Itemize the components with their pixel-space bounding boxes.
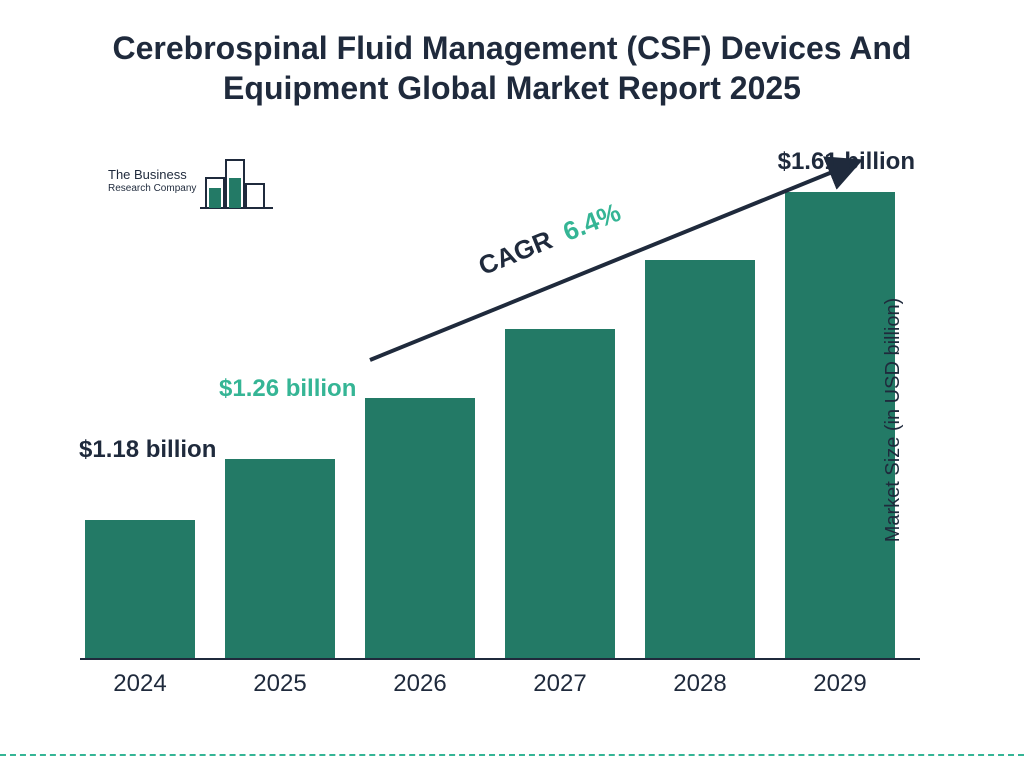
xlabel-2026: 2026 — [365, 670, 475, 698]
bar-2027 — [505, 329, 615, 658]
chart-area: 202420252026202720282029 CAGR 6.4% $1.18… — [80, 140, 960, 700]
xlabel-2029: 2029 — [785, 670, 895, 698]
callout-2025: $1.26 billion — [219, 375, 359, 404]
xlabel-2028: 2028 — [645, 670, 755, 698]
plot-region: 202420252026202720282029 — [80, 140, 920, 660]
bar-2029 — [785, 192, 895, 658]
y-axis-label: Market Size (in USD billion) — [882, 298, 905, 543]
bar-2024 — [85, 520, 195, 658]
chart-title: Cerebrospinal Fluid Management (CSF) Dev… — [0, 0, 1024, 118]
bottom-dashed-divider — [0, 754, 1024, 756]
callout-2029: $1.61 billion — [715, 148, 915, 177]
callout-2024: $1.18 billion — [79, 436, 219, 465]
xlabel-2027: 2027 — [505, 670, 615, 698]
bar-2025 — [225, 459, 335, 658]
xlabel-2025: 2025 — [225, 670, 335, 698]
xlabel-2024: 2024 — [85, 670, 195, 698]
bar-2026 — [365, 398, 475, 658]
bar-2028 — [645, 260, 755, 658]
